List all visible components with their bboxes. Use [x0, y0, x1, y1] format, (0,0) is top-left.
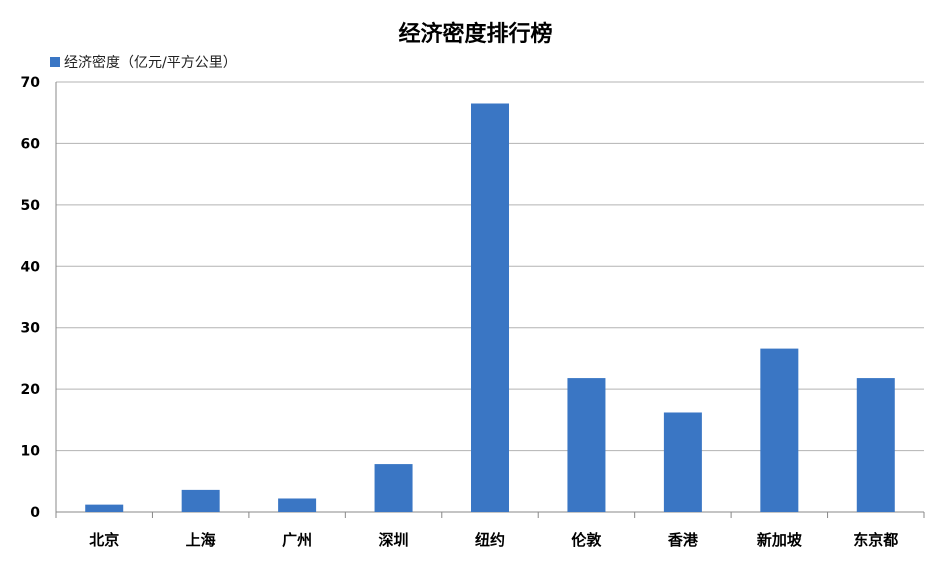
y-tick-label: 0: [30, 505, 40, 521]
x-tick-label: 上海: [186, 531, 216, 549]
y-tick-label: 40: [21, 259, 41, 275]
bar: [567, 378, 606, 512]
x-tick-label: 东京都: [853, 531, 898, 549]
y-tick-label: 70: [21, 75, 41, 91]
x-tick-label: 新加坡: [757, 531, 802, 549]
chart-title: 经济密度排行榜: [398, 22, 553, 47]
y-tick-label: 60: [21, 136, 41, 152]
bar: [85, 504, 124, 512]
y-tick-label: 30: [21, 321, 41, 337]
x-tick-label: 香港: [668, 531, 699, 549]
x-tick-label: 纽约: [475, 531, 505, 549]
x-tick-label: 伦敦: [571, 531, 602, 549]
legend-label: 经济密度（亿元/平方公里）: [64, 55, 237, 71]
bar: [181, 489, 220, 512]
bar: [663, 412, 702, 512]
legend-swatch: [50, 57, 60, 67]
x-tick-label: 北京: [89, 531, 119, 549]
bar: [856, 378, 895, 512]
legend: 经济密度（亿元/平方公里）: [50, 52, 237, 72]
bar: [278, 498, 317, 512]
x-tick-label: 深圳: [379, 531, 409, 549]
y-tick-label: 10: [21, 444, 41, 460]
y-tick-label: 20: [21, 382, 41, 398]
bar: [760, 348, 799, 512]
x-tick-label: 广州: [282, 531, 312, 549]
y-tick-label: 50: [21, 198, 41, 214]
bar: [471, 103, 509, 512]
bar: [374, 464, 413, 512]
